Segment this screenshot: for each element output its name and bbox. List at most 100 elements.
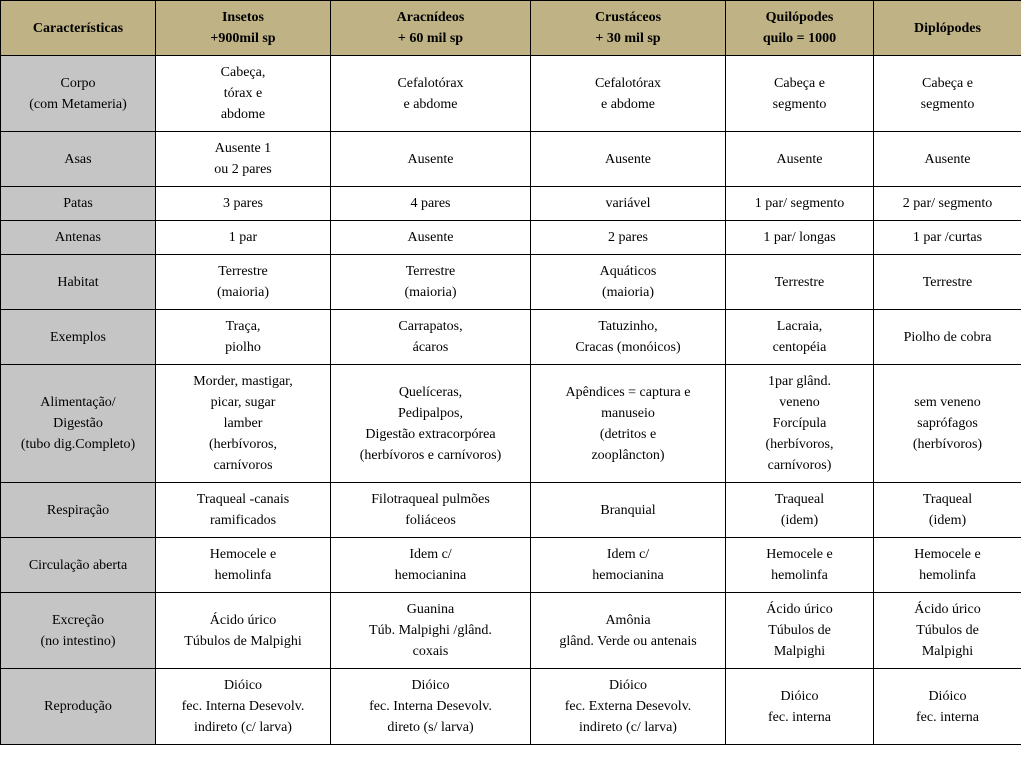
- row-label: Alimentação/Digestão(tubo dig.Completo): [1, 365, 156, 483]
- table-cell: Traqueal(idem): [726, 483, 874, 538]
- table-cell: Quelíceras,Pedipalpos,Digestão extracorp…: [331, 365, 531, 483]
- table-cell: Idem c/hemocianina: [331, 538, 531, 593]
- table-cell: Ausente 1ou 2 pares: [156, 132, 331, 187]
- table-cell: Ausente: [874, 132, 1021, 187]
- cell-line: coxais: [335, 641, 526, 662]
- table-cell: Filotraqueal pulmõesfoliáceos: [331, 483, 531, 538]
- table-cell: Traça,piolho: [156, 310, 331, 365]
- cell-line: indireto (c/ larva): [535, 717, 721, 738]
- header-diplopodes: Diplópodes: [874, 1, 1021, 56]
- cell-line: Guanina: [335, 599, 526, 620]
- row-label-line: (no intestino): [5, 631, 151, 652]
- cell-line: Dióico: [335, 675, 526, 696]
- cell-line: (herbívoros): [878, 434, 1017, 455]
- row-label: Antenas: [1, 221, 156, 255]
- table-cell: 1 par /curtas: [874, 221, 1021, 255]
- cell-line: Hemocele e: [160, 544, 326, 565]
- cell-line: fec. interna: [730, 707, 869, 728]
- table-cell: 2 par/ segmento: [874, 187, 1021, 221]
- table-cell: Ausente: [331, 132, 531, 187]
- row-label: Patas: [1, 187, 156, 221]
- table-cell: Dióicofec. Interna Desevolv.indireto (c/…: [156, 669, 331, 745]
- cell-line: veneno: [730, 392, 869, 413]
- table-cell: Ausente: [331, 221, 531, 255]
- row-label: Circulação aberta: [1, 538, 156, 593]
- cell-line: (maioria): [535, 282, 721, 303]
- cell-line: Traça,: [160, 316, 326, 337]
- table-cell: Aquáticos(maioria): [531, 255, 726, 310]
- row-label-line: Corpo: [5, 73, 151, 94]
- cell-line: Terrestre: [160, 261, 326, 282]
- table-body: Corpo(com Metameria)Cabeça,tórax eabdome…: [1, 56, 1021, 745]
- cell-line: fec. Interna Desevolv.: [335, 696, 526, 717]
- table-cell: 3 pares: [156, 187, 331, 221]
- row-label-line: Respiração: [5, 500, 151, 521]
- table-cell: Branquial: [531, 483, 726, 538]
- cell-line: Ácido úrico: [730, 599, 869, 620]
- cell-line: (maioria): [335, 282, 526, 303]
- table-cell: Lacraia,centopéia: [726, 310, 874, 365]
- cell-line: ramificados: [160, 510, 326, 531]
- row-label: Corpo(com Metameria): [1, 56, 156, 132]
- cell-line: Piolho de cobra: [878, 327, 1017, 348]
- cell-line: fec. Externa Desevolv.: [535, 696, 721, 717]
- cell-line: (herbívoros,: [730, 434, 869, 455]
- cell-line: Terrestre: [730, 272, 869, 293]
- table-cell: sem venenosaprófagos(herbívoros): [874, 365, 1021, 483]
- header-quilopodes: Quilópodes quilo = 1000: [726, 1, 874, 56]
- table-cell: Dióicofec. Interna Desevolv.direto (s/ l…: [331, 669, 531, 745]
- cell-line: Ácido úrico: [160, 610, 326, 631]
- cell-line: direto (s/ larva): [335, 717, 526, 738]
- cell-line: manuseio: [535, 403, 721, 424]
- cell-line: glând. Verde ou antenais: [535, 631, 721, 652]
- cell-line: Hemocele e: [878, 544, 1017, 565]
- cell-line: 2 par/ segmento: [878, 193, 1017, 214]
- cell-line: (idem): [730, 510, 869, 531]
- cell-line: Aquáticos: [535, 261, 721, 282]
- cell-line: foliáceos: [335, 510, 526, 531]
- cell-line: ácaros: [335, 337, 526, 358]
- table-cell: Cabeça,tórax eabdome: [156, 56, 331, 132]
- table-row: ExemplosTraça,piolhoCarrapatos,ácarosTat…: [1, 310, 1021, 365]
- cell-line: 1 par/ segmento: [730, 193, 869, 214]
- row-label-line: (tubo dig.Completo): [5, 434, 151, 455]
- cell-line: Malpighi: [730, 641, 869, 662]
- table-row: Excreção(no intestino)Ácido úricoTúbulos…: [1, 593, 1021, 669]
- row-label: Asas: [1, 132, 156, 187]
- cell-line: ou 2 pares: [160, 159, 326, 180]
- cell-line: Hemocele e: [730, 544, 869, 565]
- table-cell: Hemocele ehemolinfa: [156, 538, 331, 593]
- cell-line: 1par glând.: [730, 371, 869, 392]
- cell-line: Cefalotórax: [535, 73, 721, 94]
- header-crustaceos: Crustáceos + 30 mil sp: [531, 1, 726, 56]
- cell-line: Túbulos de: [878, 620, 1017, 641]
- table-cell: Traqueal -canaisramificados: [156, 483, 331, 538]
- arthropod-comparison-table: Características Insetos +900mil sp Aracn…: [0, 0, 1021, 745]
- table-cell: 1par glând.venenoForcípula(herbívoros,ca…: [726, 365, 874, 483]
- cell-line: Pedipalpos,: [335, 403, 526, 424]
- cell-line: Ausente: [535, 149, 721, 170]
- table-row: HabitatTerrestre(maioria)Terrestre(maior…: [1, 255, 1021, 310]
- table-cell: Carrapatos,ácaros: [331, 310, 531, 365]
- table-row: Corpo(com Metameria)Cabeça,tórax eabdome…: [1, 56, 1021, 132]
- row-label: Habitat: [1, 255, 156, 310]
- cell-line: tórax e: [160, 83, 326, 104]
- cell-line: Forcípula: [730, 413, 869, 434]
- table-cell: 4 pares: [331, 187, 531, 221]
- row-label-line: Alimentação/: [5, 392, 151, 413]
- cell-line: Ausente: [730, 149, 869, 170]
- row-label-line: Digestão: [5, 413, 151, 434]
- cell-line: carnívoros: [160, 455, 326, 476]
- row-label: Excreção(no intestino): [1, 593, 156, 669]
- table-cell: Cabeça esegmento: [874, 56, 1021, 132]
- cell-line: hemolinfa: [730, 565, 869, 586]
- cell-line: hemocianina: [535, 565, 721, 586]
- row-label-line: Exemplos: [5, 327, 151, 348]
- cell-line: Terrestre: [878, 272, 1017, 293]
- table-cell: Ácido úricoTúbulos deMalpighi: [726, 593, 874, 669]
- table-cell: Ausente: [531, 132, 726, 187]
- cell-line: Apêndices = captura e: [535, 382, 721, 403]
- cell-line: 3 pares: [160, 193, 326, 214]
- table-cell: Ácido úricoTúbulos deMalpighi: [874, 593, 1021, 669]
- table-row: ReproduçãoDióicofec. Interna Desevolv.in…: [1, 669, 1021, 745]
